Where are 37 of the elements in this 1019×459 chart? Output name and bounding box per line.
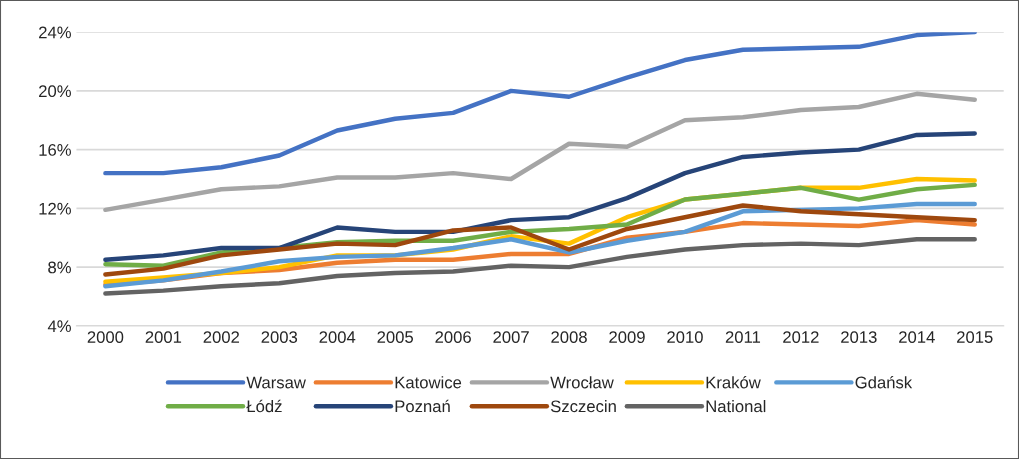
line-series: [103, 203, 977, 277]
y-tick-label: 16%: [39, 144, 71, 156]
line-series: [103, 131, 977, 263]
x-tick-label: 2003: [261, 331, 298, 343]
line-series: [103, 237, 977, 296]
x-tick-label: 2014: [899, 331, 935, 343]
line-series: [103, 32, 977, 176]
x-tick-label: 2010: [667, 331, 703, 343]
y-tick-label: 8%: [48, 261, 71, 274]
legend-label: Szczecin: [550, 400, 616, 413]
x-tick-label: 2015: [957, 331, 993, 343]
x-tick-label: 2000: [87, 331, 124, 343]
legend-label: Wrocław: [550, 376, 614, 389]
y-tick-label: 4%: [47, 320, 71, 333]
legend-label: Łódź: [246, 399, 282, 413]
legend-label: Warsaw: [246, 376, 306, 389]
line-series: [103, 201, 977, 289]
y-tick-label: 12%: [39, 202, 71, 215]
x-tick-label: 2002: [203, 331, 240, 343]
x-tick-label: 2007: [493, 331, 529, 343]
legend-label: Poznań: [395, 399, 450, 413]
legend-label: Kraków: [706, 375, 761, 389]
line-series: [103, 91, 977, 213]
x-tick-label: 2009: [609, 331, 645, 343]
x-tick-label: 2012: [783, 331, 819, 343]
x-tick-label: 2013: [841, 331, 877, 343]
x-tick-label: 2005: [377, 331, 414, 343]
y-tick-label: 20%: [39, 85, 71, 98]
legend-label: Gdańsk: [855, 375, 913, 389]
x-tick-label: 2006: [435, 331, 471, 343]
x-tick-label: 2004: [319, 331, 356, 343]
y-tick-label: 24%: [39, 26, 71, 39]
x-tick-label: 2008: [551, 331, 587, 343]
x-tick-label: 2011: [725, 331, 761, 343]
x-tick-label: 2001: [145, 331, 182, 343]
legend-label: Katowice: [395, 376, 462, 389]
legend-label: National: [706, 400, 766, 413]
